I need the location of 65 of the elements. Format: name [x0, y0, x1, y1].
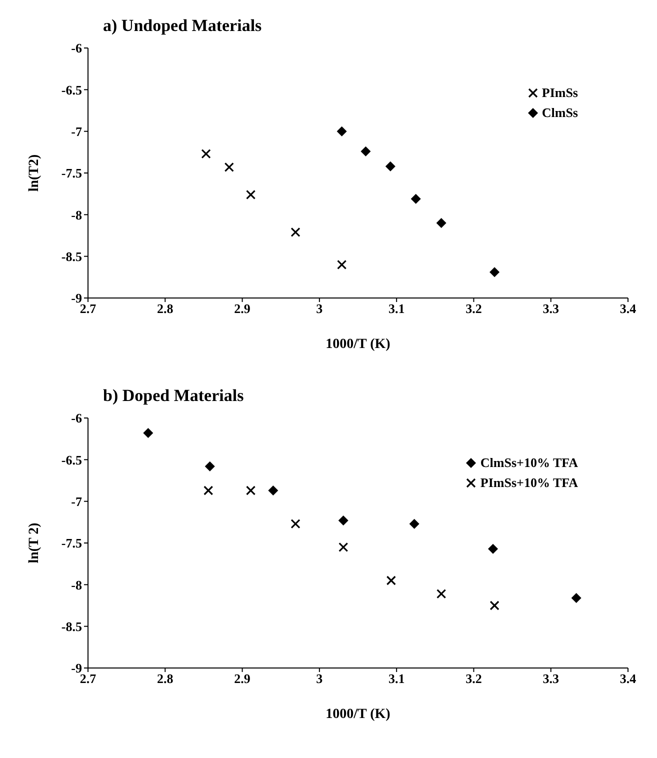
point — [360, 146, 371, 156]
legend-label: ClmSs — [542, 105, 578, 121]
point — [336, 126, 347, 136]
legend-label: ClmSs+10% TFA — [480, 455, 578, 471]
y-tick-label: -9 — [71, 290, 82, 306]
point — [224, 162, 234, 172]
point — [290, 227, 300, 237]
y-tick-label: -7.5 — [61, 166, 82, 181]
point — [409, 518, 420, 529]
point — [246, 190, 256, 200]
x-axis-title: 1000/T (K) — [326, 337, 391, 352]
point — [204, 461, 215, 472]
y-tick-label: -6.5 — [61, 452, 82, 468]
y-tick-label: -9 — [71, 660, 82, 676]
x-tick-label: 3.1 — [388, 301, 405, 316]
point — [490, 267, 500, 278]
point — [246, 486, 256, 496]
y-tick-label: -8.5 — [61, 248, 82, 264]
point — [337, 260, 347, 270]
point — [571, 593, 582, 603]
x-tick-label: 2.8 — [157, 671, 174, 686]
y-tick-label: -6 — [71, 40, 82, 56]
y-tick-label: -8 — [71, 207, 82, 222]
x-tick-label: 3 — [316, 301, 324, 316]
point — [338, 516, 348, 526]
point — [436, 218, 446, 228]
legend-label: PImSs — [542, 85, 578, 101]
point — [268, 486, 278, 496]
point — [290, 519, 300, 529]
y-tick-label: -8.5 — [61, 618, 82, 634]
point — [386, 576, 396, 586]
x-tick-label: 3.4 — [620, 671, 637, 686]
x-tick-label: 3.2 — [466, 301, 482, 316]
point — [410, 194, 421, 204]
y-axis-title: ln(T 2) — [26, 522, 42, 564]
x-tick-label: 2.7 — [80, 301, 97, 316]
x-tick-label: 2.8 — [157, 301, 174, 316]
x-tick-label: 3.4 — [620, 301, 637, 316]
point — [436, 589, 446, 599]
legend-label: PImSs+10% TFA — [480, 475, 578, 491]
point — [490, 600, 500, 610]
y-tick-label: -7.5 — [61, 536, 82, 551]
x-tick-label: 3 — [316, 671, 324, 686]
x-tick-label: 3.2 — [466, 671, 482, 686]
y-tick-label: -7 — [71, 124, 82, 139]
point — [338, 542, 348, 552]
x-tick-label: 3.3 — [542, 301, 560, 316]
chart-title: b) Doped Materials — [103, 386, 244, 406]
x-axis-title: 1000/T (K) — [326, 707, 391, 722]
x-tick-label: 2.9 — [234, 671, 251, 686]
y-tick-label: -6 — [71, 410, 82, 426]
point — [143, 428, 154, 438]
point — [488, 544, 498, 554]
x-tick-label: 2.9 — [234, 301, 251, 316]
y-tick-label: -7 — [71, 494, 82, 509]
point — [385, 161, 396, 172]
y-tick-label: -8 — [71, 577, 82, 592]
point — [201, 149, 211, 159]
y-axis-title: ln(T2) — [26, 154, 42, 192]
x-tick-label: 3.1 — [388, 671, 405, 686]
chart-title: a) Undoped Materials — [103, 16, 262, 36]
x-tick-label: 3.3 — [542, 671, 560, 686]
point — [204, 486, 214, 496]
y-tick-label: -6.5 — [61, 82, 82, 98]
x-tick-label: 2.7 — [80, 671, 97, 686]
